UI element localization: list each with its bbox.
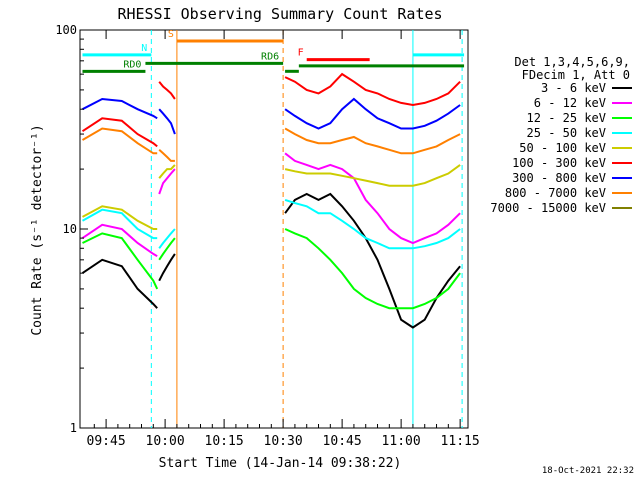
y-tick-label: 100 — [55, 23, 77, 37]
series-line-12-25-kev — [158, 237, 176, 261]
legend-entry: 12 - 25 keV — [526, 111, 632, 125]
legend-entry: 7000 - 15000 keV — [490, 201, 632, 215]
legend-entry: 25 - 50 keV — [526, 126, 632, 140]
y-tick-label: 1 — [70, 421, 77, 435]
legend-swatch — [612, 147, 632, 149]
legend-label: 3 - 6 keV — [540, 81, 606, 95]
generation-timestamp: 18-Oct-2021 22:32 — [541, 466, 634, 476]
legend-swatch — [612, 177, 632, 179]
series-line-50-100-kev — [82, 205, 158, 230]
y-tick-label: 10 — [63, 222, 77, 236]
series-line-300-800-kev — [284, 97, 461, 130]
series-line-12-25-kev — [82, 232, 159, 290]
series-line-3-6-kev — [284, 192, 461, 329]
series-line-800-7000-kev — [284, 127, 461, 155]
legend-entry: 300 - 800 keV — [512, 171, 632, 185]
x-tick-label: 10:30 — [264, 434, 303, 449]
legend-entry: 100 - 300 keV — [512, 156, 632, 170]
x-tick-label: 11:15 — [441, 434, 480, 449]
series-line-6-12-kev — [158, 168, 176, 195]
legend-label: 25 - 50 keV — [526, 126, 606, 140]
state-bar-label: N — [141, 43, 147, 54]
series-line-25-50-kev — [284, 198, 461, 250]
x-tick-label: 11:00 — [382, 434, 421, 449]
series-line-3-6-kev — [81, 258, 158, 309]
legend-label: 6 - 12 keV — [533, 96, 606, 110]
legend-swatch — [612, 162, 632, 164]
detector-info-line-2: FDecim 1, Att 0 — [521, 68, 630, 82]
legend-entry: 800 - 7000 keV — [504, 186, 632, 200]
series-line-300-800-kev — [82, 97, 158, 120]
x-axis-label: Start Time (14-Jan-14 09:38:22) — [159, 456, 402, 471]
series-line-6-12-kev — [81, 223, 158, 258]
series-line-3-6-kev — [158, 253, 176, 282]
x-tick-label: 10:00 — [146, 434, 185, 449]
state-bar-label: F — [298, 48, 304, 59]
state-bar-label: RD0 — [123, 59, 141, 70]
y-axis-label: Count Rate (s⁻¹ detector⁻¹) — [30, 124, 45, 335]
legend-entry: 6 - 12 keV — [533, 96, 632, 110]
series-line-6-12-kev — [284, 152, 461, 245]
series-line-50-100-kev — [158, 164, 176, 179]
series-line-100-300-kev — [158, 81, 176, 100]
state-bar-label: RD6 — [261, 51, 279, 62]
legend-label: 7000 - 15000 keV — [490, 201, 606, 215]
series-line-800-7000-kev — [81, 127, 158, 155]
series-line-100-300-kev — [284, 72, 461, 107]
legend-label: 50 - 100 keV — [519, 141, 606, 155]
legend-swatch — [612, 192, 632, 194]
x-tick-label: 09:45 — [87, 434, 126, 449]
series-line-25-50-kev — [82, 208, 158, 240]
legend-swatch — [612, 207, 632, 209]
series-line-25-50-kev — [158, 228, 176, 249]
series-line-50-100-kev — [284, 164, 461, 187]
state-bar-label: S — [168, 29, 174, 40]
legend-entry: 50 - 100 keV — [519, 141, 632, 155]
legend-entry: 3 - 6 keV — [540, 81, 632, 95]
legend-swatch — [612, 102, 632, 104]
legend-swatch — [612, 117, 632, 119]
legend-label: 12 - 25 keV — [526, 111, 606, 125]
series-line-800-7000-kev — [158, 149, 175, 162]
legend-label: 800 - 7000 keV — [504, 186, 606, 200]
legend-swatch — [612, 132, 632, 134]
x-tick-label: 10:45 — [323, 434, 362, 449]
series-line-12-25-kev — [284, 228, 461, 310]
chart-title: RHESSI Observing Summary Count Rates — [117, 5, 442, 23]
legend-swatch — [612, 87, 632, 89]
legend-label: 100 - 300 keV — [512, 156, 606, 170]
x-tick-label: 10:15 — [205, 434, 244, 449]
series-line-100-300-kev — [81, 117, 158, 148]
plot-lines: N S RD0 RD6 F — [81, 29, 465, 428]
series-line-300-800-kev — [158, 108, 176, 135]
axis-ticks: 1 10 100 09:45 10:00 10:15 10:30 10:45 11:00 11:1… — [55, 23, 479, 449]
detector-info-line-1: Det 1,3,4,5,6,9, — [514, 55, 630, 69]
legend-label: 300 - 800 keV — [512, 171, 606, 185]
